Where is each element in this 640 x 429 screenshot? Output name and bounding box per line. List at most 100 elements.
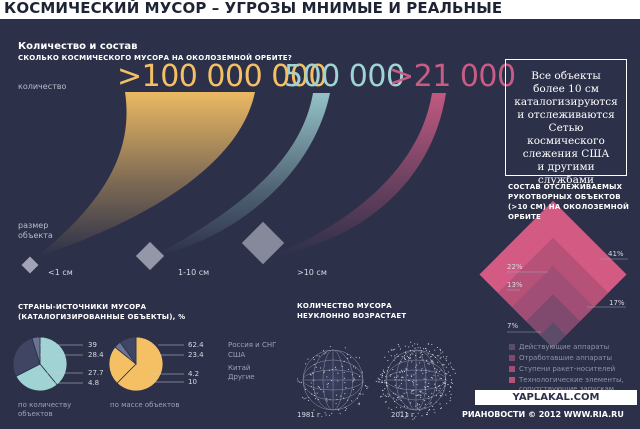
debris-dot <box>444 378 447 380</box>
debris-dot <box>403 392 405 394</box>
count-small-debris: >100 000 000 <box>117 59 328 94</box>
debris-dot <box>452 368 454 370</box>
debris-dot <box>453 368 455 370</box>
debris-dot <box>436 346 439 349</box>
debris-dot <box>388 407 390 409</box>
debris-dot <box>395 393 397 395</box>
debris-dot <box>317 399 319 401</box>
debris-dot <box>327 386 329 388</box>
debris-dot <box>419 394 421 396</box>
pie-mass-usa <box>108 346 137 384</box>
debris-dot <box>346 408 348 410</box>
debris-dot <box>351 400 353 402</box>
debris-dot <box>335 368 337 370</box>
count-medium-debris: 500 000 <box>284 59 405 94</box>
debris-dot <box>401 369 403 371</box>
debris-dot <box>425 369 427 371</box>
debris-dot <box>334 366 336 368</box>
size-small: <1 см <box>48 268 73 277</box>
debris-dot <box>409 358 411 360</box>
legend-stages: Ступени ракет-носителей <box>519 365 616 373</box>
debris-dot <box>344 393 346 395</box>
tracked-heading-line1: СОСТАВ ОТСЛЕЖИВАЕМЫХ <box>508 183 623 191</box>
debris-dot <box>364 385 366 387</box>
debris-dot <box>400 388 402 390</box>
debris-dot <box>399 411 401 413</box>
debris-dot <box>318 355 320 357</box>
debris-dot <box>325 414 327 416</box>
debris-dot <box>433 409 435 411</box>
debris-dot <box>416 404 418 406</box>
debris-dot <box>411 389 413 392</box>
debris-dot <box>405 368 407 370</box>
debris-dot <box>406 355 408 357</box>
debris-dot <box>387 351 390 353</box>
debris-dot <box>439 403 441 405</box>
debris-dot <box>416 403 419 405</box>
debris-dot <box>443 356 445 358</box>
debris-dot <box>377 381 379 383</box>
debris-dot <box>339 412 341 415</box>
debris-dot <box>356 397 358 400</box>
debris-dot <box>423 348 425 350</box>
debris-dot <box>442 351 444 353</box>
debris-dot <box>410 374 412 376</box>
debris-dot <box>438 371 441 373</box>
debris-dot <box>407 357 410 359</box>
debris-dot <box>377 377 379 379</box>
debris-dot <box>431 393 433 395</box>
debris-dot <box>379 379 381 381</box>
debris-dot <box>440 408 442 410</box>
count-russia: 39 <box>88 341 97 349</box>
debris-dot <box>428 395 430 398</box>
debris-dot <box>440 407 442 409</box>
legend-swatch-tech <box>509 377 515 383</box>
by-count-label-line1: по количеству <box>18 401 72 409</box>
debris-dot <box>390 349 392 351</box>
debris-dot <box>424 388 426 390</box>
debris-dot <box>393 359 395 361</box>
debris-dot <box>447 383 449 386</box>
debris-dot <box>309 374 311 376</box>
debris-dot <box>352 389 354 391</box>
debris-dot <box>328 383 330 385</box>
debris-dot <box>450 381 452 383</box>
debris-dot <box>312 388 315 391</box>
debris-dot <box>445 373 447 375</box>
debris-dot <box>411 390 413 392</box>
debris-dot <box>331 412 333 414</box>
debris-dot <box>436 369 438 371</box>
debris-dot <box>323 353 325 355</box>
debris-dot <box>424 407 426 409</box>
debris-dot <box>440 378 442 380</box>
watermark-agency: РИАНОВОСТИ © 2012 WWW.RIA.RU <box>462 410 624 419</box>
debris-dot <box>382 389 384 392</box>
debris-dot <box>415 380 417 382</box>
debris-dot <box>312 356 314 359</box>
debris-dot <box>380 381 382 383</box>
debris-dot <box>428 382 430 384</box>
debris-dot <box>420 351 422 354</box>
debris-dot <box>408 346 410 348</box>
debris-dot <box>303 398 305 400</box>
debris-dot <box>352 379 354 381</box>
debris-dot <box>315 366 317 368</box>
debris-dot <box>394 348 396 350</box>
debris-dot <box>426 359 428 361</box>
debris-dot <box>361 371 363 373</box>
debris-dot <box>439 385 441 387</box>
debris-dot <box>404 345 406 347</box>
debris-dot <box>425 348 427 350</box>
debris-dot <box>378 378 380 380</box>
debris-dot <box>385 376 387 378</box>
count-other: 4.8 <box>88 379 100 387</box>
debris-dot <box>423 378 425 380</box>
legend-usa: США <box>228 351 246 359</box>
countries-heading-line2: (КАТАЛОГИЗИРОВАННЫЕ ОБЪЕКТЫ), % <box>18 313 186 321</box>
debris-dot <box>326 398 328 400</box>
debris-dot <box>323 350 325 352</box>
debris-dot <box>299 381 301 383</box>
debris-dot <box>382 393 384 395</box>
debris-dot <box>320 388 322 390</box>
debris-dot <box>400 407 402 409</box>
